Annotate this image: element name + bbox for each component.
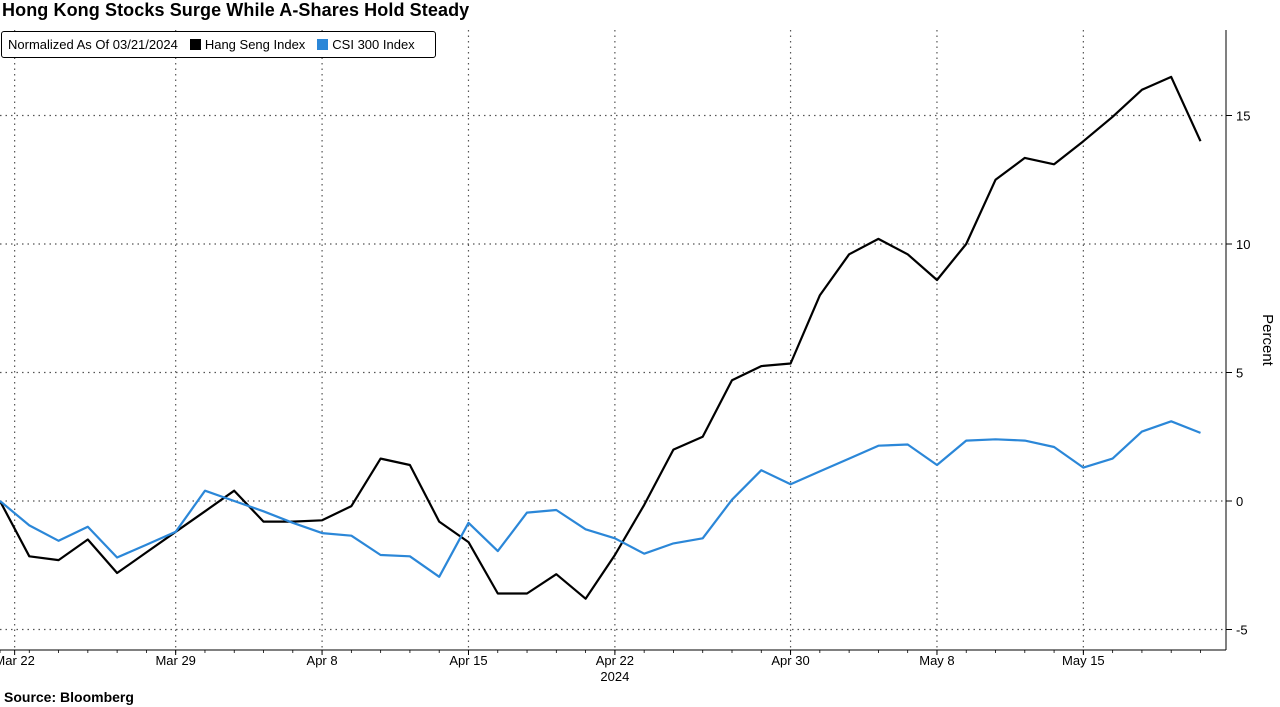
x-tick-label: Apr 30: [771, 653, 809, 668]
y-tick-label: 5: [1236, 366, 1243, 381]
legend-swatch-csi-300: [317, 39, 329, 50]
legend-item-hang-seng: Hang Seng Index: [189, 37, 306, 52]
axis: -5 0 5 10 15 Mar 22 Mar 29 Apr 8 Apr 15 Apr 22 Apr…: [0, 30, 1276, 684]
x-axis-label: 2024: [600, 669, 629, 684]
series-lines: [0, 75, 1202, 600]
x-tick-label: May 8: [919, 653, 954, 668]
grid-lines: [0, 30, 1226, 650]
legend-item-csi-300: CSI 300 Index: [317, 37, 415, 52]
x-tick-label: Mar 29: [155, 653, 195, 668]
legend-swatch-hang-seng: [189, 39, 201, 50]
y-axis-label: Percent: [1259, 314, 1276, 367]
x-tick-label: Apr 22: [596, 653, 634, 668]
legend-label-csi-300: CSI 300 Index: [332, 37, 415, 52]
x-tick-label: Mar 22: [0, 653, 35, 668]
x-tick-label: Apr 8: [307, 653, 338, 668]
legend: Normalized As Of 03/21/2024 Hang Seng In…: [1, 31, 436, 58]
y-tick-label: 0: [1236, 494, 1243, 509]
x-tick-label: May 15: [1062, 653, 1105, 668]
x-tick-label: Apr 15: [449, 653, 487, 668]
y-tick-label: 15: [1236, 109, 1250, 124]
legend-label-hang-seng: Hang Seng Index: [204, 37, 306, 52]
chart-title: Hong Kong Stocks Surge While A-Shares Ho…: [2, 0, 470, 20]
series-line-csi-300: [0, 420, 1201, 578]
source-note: Source: Bloomberg: [4, 689, 134, 705]
y-tick-label: 10: [1236, 237, 1250, 252]
legend-note: Normalized As Of 03/21/2024: [8, 37, 178, 52]
y-tick-label: -5: [1236, 623, 1248, 638]
series-line-hang-seng: [0, 75, 1202, 600]
